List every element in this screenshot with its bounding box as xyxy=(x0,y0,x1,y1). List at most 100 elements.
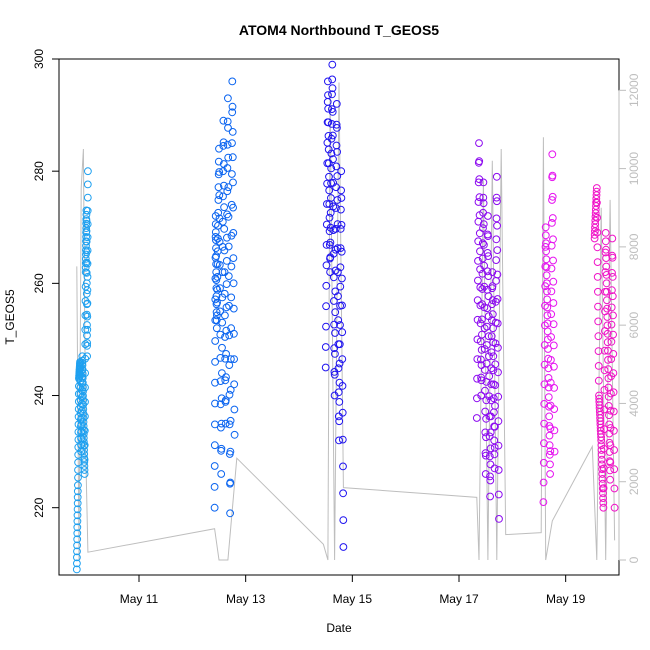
data-point xyxy=(486,492,495,501)
y2-tick-label: 8000 xyxy=(627,233,641,260)
data-point xyxy=(326,268,335,277)
data-point xyxy=(606,466,614,475)
data-point xyxy=(210,441,219,450)
data-point xyxy=(544,374,553,382)
data-point xyxy=(210,483,219,491)
data-point xyxy=(79,430,88,438)
data-point xyxy=(335,340,344,349)
data-point xyxy=(330,344,339,353)
data-point xyxy=(73,553,81,562)
data-point xyxy=(602,287,611,296)
data-point xyxy=(73,523,82,532)
data-point xyxy=(82,227,91,236)
data-point xyxy=(228,102,237,111)
data-point xyxy=(547,287,556,296)
data-point xyxy=(80,455,89,464)
data-point xyxy=(220,246,229,255)
data-point xyxy=(229,254,238,263)
data-point xyxy=(548,196,556,204)
data-point xyxy=(476,319,485,328)
data-point xyxy=(549,256,557,265)
data-point xyxy=(491,339,500,348)
data-point xyxy=(229,279,238,288)
data-point xyxy=(83,325,92,334)
data-point xyxy=(222,280,231,289)
data-point xyxy=(210,503,219,512)
data-point xyxy=(81,354,90,363)
data-point xyxy=(548,219,556,227)
data-point xyxy=(600,366,609,375)
data-point xyxy=(474,198,483,206)
data-point xyxy=(477,373,486,382)
data-point xyxy=(482,359,491,368)
data-point xyxy=(484,332,493,341)
x-tick-label: May 15 xyxy=(333,592,373,606)
data-point xyxy=(339,462,347,471)
data-point xyxy=(542,247,550,256)
data-point xyxy=(550,384,558,392)
data-point xyxy=(603,338,612,347)
data-point xyxy=(608,253,617,262)
data-point xyxy=(478,315,486,324)
data-point xyxy=(81,340,90,349)
data-point xyxy=(606,441,615,450)
data-point xyxy=(83,259,92,268)
data-point xyxy=(224,153,233,162)
data-point xyxy=(491,402,499,410)
data-point xyxy=(215,261,224,269)
data-point xyxy=(336,225,345,233)
data-point xyxy=(480,261,489,270)
data-point xyxy=(475,193,484,202)
data-point xyxy=(593,198,601,207)
data-point xyxy=(81,398,89,406)
data-point xyxy=(484,252,493,261)
data-point xyxy=(598,475,607,483)
y-tick-label: 220 xyxy=(32,497,46,517)
data-point xyxy=(548,192,557,201)
data-point xyxy=(610,484,619,493)
data-point xyxy=(543,327,552,336)
data-point xyxy=(542,271,551,280)
data-point xyxy=(84,167,92,176)
data-point xyxy=(322,302,331,311)
data-point xyxy=(221,311,229,320)
data-point xyxy=(606,475,614,484)
data-point xyxy=(486,428,495,437)
data-point xyxy=(225,331,234,340)
data-point xyxy=(82,269,91,277)
data-point xyxy=(327,149,336,158)
data-point xyxy=(492,172,501,181)
data-point xyxy=(324,77,332,86)
data-point xyxy=(230,329,238,338)
data-point xyxy=(594,332,603,341)
data-point xyxy=(330,370,339,379)
data-point xyxy=(329,249,338,258)
data-point xyxy=(335,359,344,368)
data-point xyxy=(486,460,495,469)
data-point xyxy=(540,419,548,428)
data-point xyxy=(217,423,225,432)
data-point xyxy=(79,426,88,434)
data-point xyxy=(221,376,230,385)
data-point xyxy=(473,374,482,383)
data-point xyxy=(493,295,502,303)
data-point xyxy=(608,286,616,295)
data-point xyxy=(487,332,496,341)
data-point xyxy=(337,186,346,195)
data-point xyxy=(480,345,489,353)
data-point xyxy=(79,405,88,414)
data-point xyxy=(547,241,556,250)
data-point xyxy=(485,352,493,361)
data-point xyxy=(222,350,231,358)
data-point xyxy=(484,272,493,281)
data-point xyxy=(334,292,342,301)
data-point xyxy=(474,257,482,265)
data-point xyxy=(605,420,614,429)
axes-layer: May 11 May 13 May 15 May 17 May 19 220 240 260 2… xyxy=(32,49,641,606)
data-point xyxy=(483,249,492,257)
data-point xyxy=(337,194,346,202)
data-point xyxy=(475,157,484,166)
data-point xyxy=(592,184,601,192)
data-point xyxy=(229,178,237,187)
data-point xyxy=(547,264,556,273)
